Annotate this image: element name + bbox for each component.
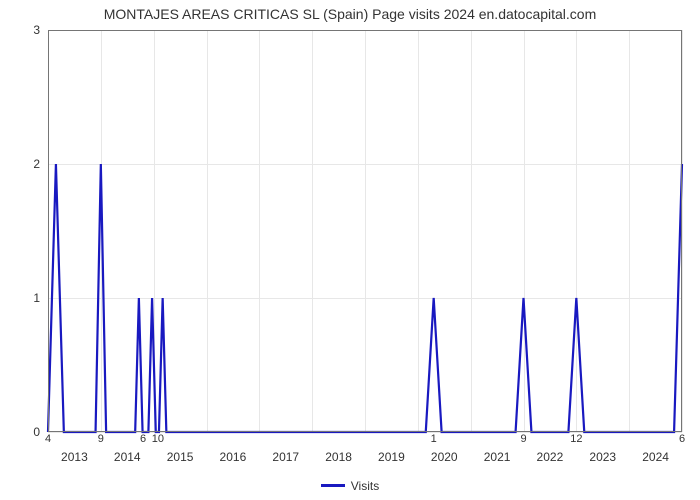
visits-chart: MONTAJES AREAS CRITICAS SL (Spain) Page … xyxy=(0,0,700,500)
y-tick-label: 3 xyxy=(33,23,48,37)
gridline-v xyxy=(682,30,683,432)
y-tick-label: 1 xyxy=(33,291,48,305)
x-year-label: 2019 xyxy=(378,432,405,464)
x-year-label: 2017 xyxy=(272,432,299,464)
legend-label: Visits xyxy=(351,479,379,493)
x-year-label: 2013 xyxy=(61,432,88,464)
x-year-label: 2021 xyxy=(484,432,511,464)
x-count-label: 6 xyxy=(679,432,685,445)
x-year-label: 2022 xyxy=(537,432,564,464)
x-count-label: 9 xyxy=(98,432,104,445)
x-year-label: 2014 xyxy=(114,432,141,464)
x-count-label: 10 xyxy=(152,432,164,445)
x-count-label: 9 xyxy=(520,432,526,445)
y-tick-label: 2 xyxy=(33,157,48,171)
x-count-label: 1 xyxy=(431,432,437,445)
x-count-label: 6 xyxy=(140,432,146,445)
legend-swatch xyxy=(321,484,345,487)
x-count-label: 12 xyxy=(570,432,582,445)
x-year-label: 2015 xyxy=(167,432,194,464)
plot-area: 0123 20132014201520162017201820192020202… xyxy=(48,30,682,432)
x-year-label: 2023 xyxy=(589,432,616,464)
legend: Visits xyxy=(0,478,700,493)
visits-polyline xyxy=(48,164,682,432)
series-line xyxy=(48,30,682,432)
x-year-label: 2018 xyxy=(325,432,352,464)
x-count-label: 4 xyxy=(45,432,51,445)
chart-title: MONTAJES AREAS CRITICAS SL (Spain) Page … xyxy=(0,6,700,22)
x-year-label: 2024 xyxy=(642,432,669,464)
x-year-label: 2016 xyxy=(220,432,247,464)
